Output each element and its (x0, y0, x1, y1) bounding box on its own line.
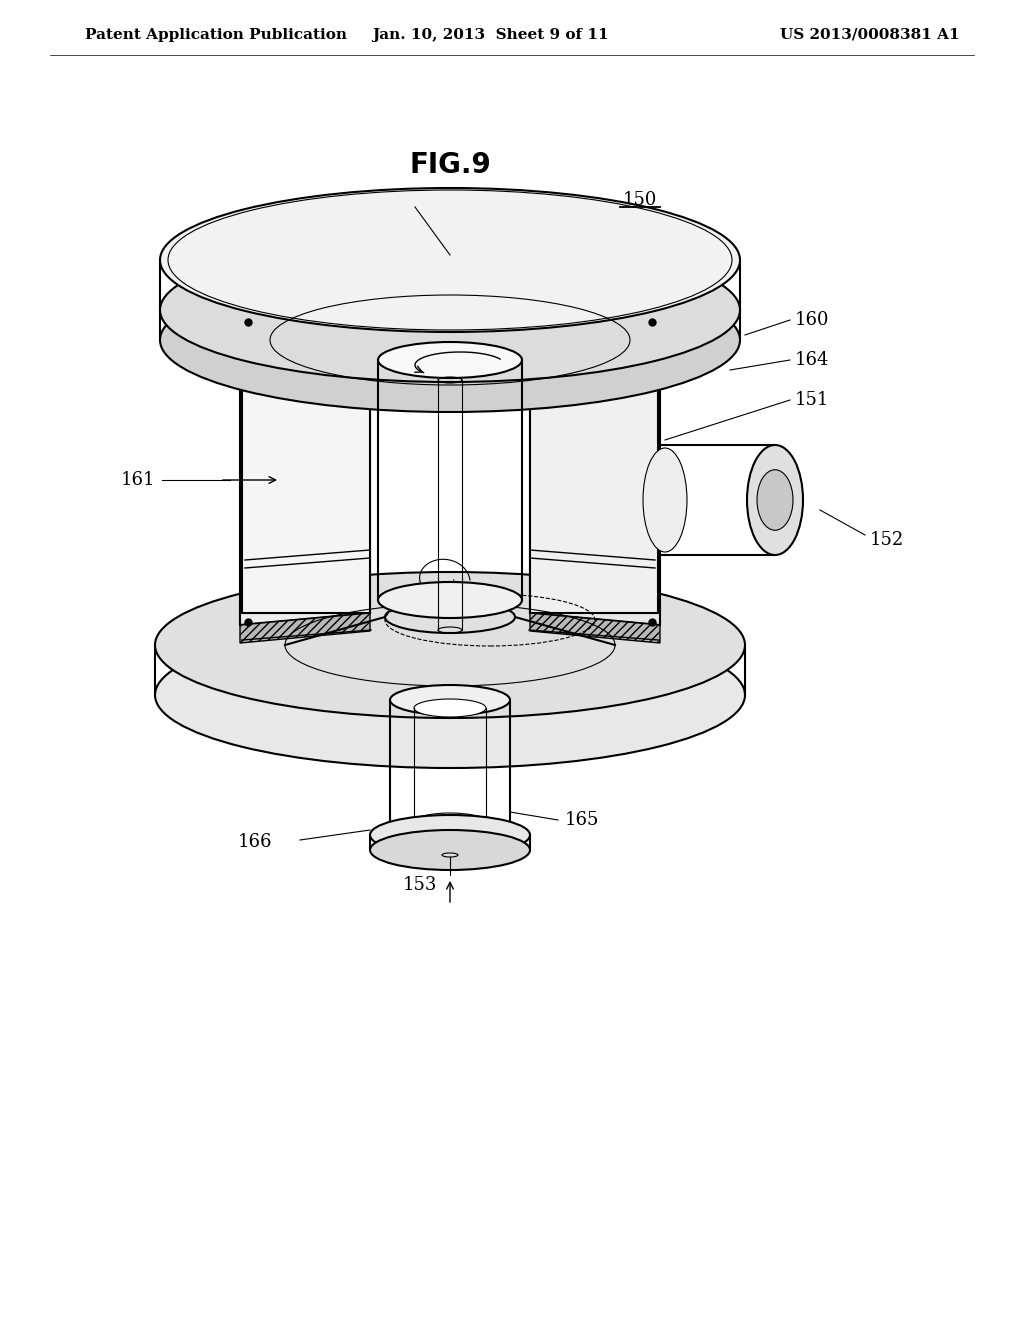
Text: 151: 151 (795, 391, 829, 409)
Text: 161: 161 (121, 471, 155, 488)
Ellipse shape (160, 268, 740, 412)
Ellipse shape (378, 582, 522, 618)
Ellipse shape (414, 700, 486, 717)
Ellipse shape (370, 814, 530, 855)
Ellipse shape (155, 572, 745, 718)
Text: Jan. 10, 2013  Sheet 9 of 11: Jan. 10, 2013 Sheet 9 of 11 (372, 28, 608, 42)
Text: US 2013/0008381 A1: US 2013/0008381 A1 (780, 28, 961, 42)
Text: 150: 150 (623, 191, 657, 209)
Ellipse shape (155, 622, 745, 768)
Ellipse shape (160, 187, 740, 333)
Ellipse shape (757, 470, 793, 531)
Text: 166: 166 (238, 833, 272, 851)
Polygon shape (530, 331, 660, 624)
Ellipse shape (385, 601, 515, 634)
Ellipse shape (390, 814, 510, 845)
Ellipse shape (370, 830, 530, 870)
Polygon shape (530, 612, 660, 643)
Text: 162: 162 (383, 191, 417, 209)
Text: 160: 160 (795, 312, 829, 329)
Polygon shape (529, 313, 658, 338)
Ellipse shape (378, 342, 522, 378)
Ellipse shape (643, 447, 687, 552)
Text: FIG.9: FIG.9 (410, 150, 490, 180)
Text: 164: 164 (795, 351, 829, 370)
Polygon shape (240, 331, 370, 624)
Ellipse shape (160, 238, 740, 381)
Ellipse shape (414, 813, 486, 832)
Text: 152: 152 (870, 531, 904, 549)
Polygon shape (530, 313, 660, 345)
Polygon shape (242, 331, 370, 612)
Text: 153: 153 (402, 876, 437, 894)
Ellipse shape (746, 445, 803, 554)
Text: 165: 165 (565, 810, 599, 829)
Polygon shape (530, 331, 658, 612)
Polygon shape (242, 313, 371, 338)
Polygon shape (240, 313, 370, 345)
Ellipse shape (390, 685, 510, 715)
Polygon shape (240, 612, 370, 643)
Text: Patent Application Publication: Patent Application Publication (85, 28, 347, 42)
Ellipse shape (442, 853, 458, 857)
